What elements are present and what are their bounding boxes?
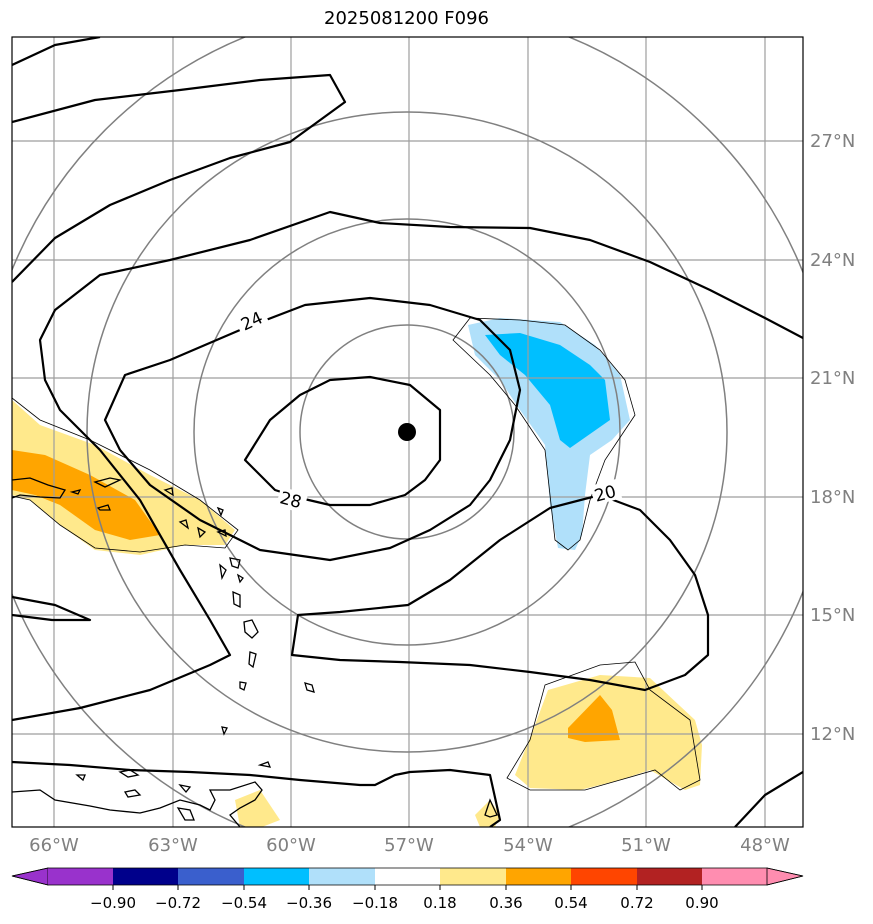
colorbar-segment <box>48 868 113 885</box>
colorbar-segment <box>702 868 767 885</box>
colorbar-segment <box>113 868 178 885</box>
colorbar-label: 0.90 <box>685 894 718 912</box>
latitude-labels: 27°N 24°N 21°N 18°N 15°N 12°N <box>810 131 855 745</box>
positive-anomaly-small-1 <box>235 790 280 827</box>
colorbar-label: 0.54 <box>554 894 587 912</box>
coastlines <box>12 477 498 827</box>
colorbar-extend-low <box>11 867 49 886</box>
colorbar-label: 0.18 <box>423 894 456 912</box>
lat-label-24n: 24°N <box>810 250 855 271</box>
colorbar-segment <box>178 868 244 885</box>
strong-negative-anomaly-east <box>485 333 610 448</box>
lon-label-54w: 54°W <box>503 835 553 856</box>
map-frame <box>11 36 804 828</box>
colorbar-label: −0.18 <box>352 894 398 912</box>
map-panel: 24 28 20 <box>12 37 803 827</box>
colorbar-segment <box>309 868 375 885</box>
lon-label-63w: 63°W <box>148 835 198 856</box>
lat-label-21n: 21°N <box>810 368 855 389</box>
colorbar-label: −0.90 <box>90 894 136 912</box>
lat-label-12n: 12°N <box>810 724 855 745</box>
strong-positive-anomaly-southeast <box>568 695 620 742</box>
lon-label-48w: 48°W <box>740 835 790 856</box>
longitude-labels: 66°W 63°W 60°W 57°W 54°W 51°W 48°W <box>29 835 790 856</box>
colorbar-segment <box>244 868 309 885</box>
storm-center-marker <box>398 423 416 441</box>
lat-label-27n: 27°N <box>810 131 855 152</box>
colorbar-segment <box>375 868 440 885</box>
map-title: 2025081200 F096 <box>324 8 489 29</box>
shading-layer <box>12 318 702 827</box>
colorbar-label: −0.72 <box>155 894 201 912</box>
colorbar-label: −0.36 <box>286 894 332 912</box>
colorbar-label: 0.72 <box>620 894 653 912</box>
lat-label-18n: 18°N <box>810 487 855 508</box>
colorbar-label: 0.36 <box>489 894 522 912</box>
colorbar: −0.90 −0.72 −0.54 −0.36 −0.18 0.18 0.36 … <box>11 867 804 912</box>
colorbar-segment <box>440 868 506 885</box>
strong-positive-anomaly-west <box>12 450 160 540</box>
colorbar-segment <box>637 868 702 885</box>
positive-anomaly-west <box>12 400 235 555</box>
lon-label-60w: 60°W <box>266 835 316 856</box>
colorbar-extend-high <box>766 867 804 886</box>
lon-label-66w: 66°W <box>29 835 79 856</box>
lon-label-51w: 51°W <box>621 835 671 856</box>
lat-label-15n: 15°N <box>810 605 855 626</box>
colorbar-segment <box>506 868 571 885</box>
range-rings <box>12 37 803 827</box>
lon-label-57w: 57°W <box>384 835 434 856</box>
colorbar-segment <box>571 868 637 885</box>
colorbar-label: −0.54 <box>221 894 267 912</box>
